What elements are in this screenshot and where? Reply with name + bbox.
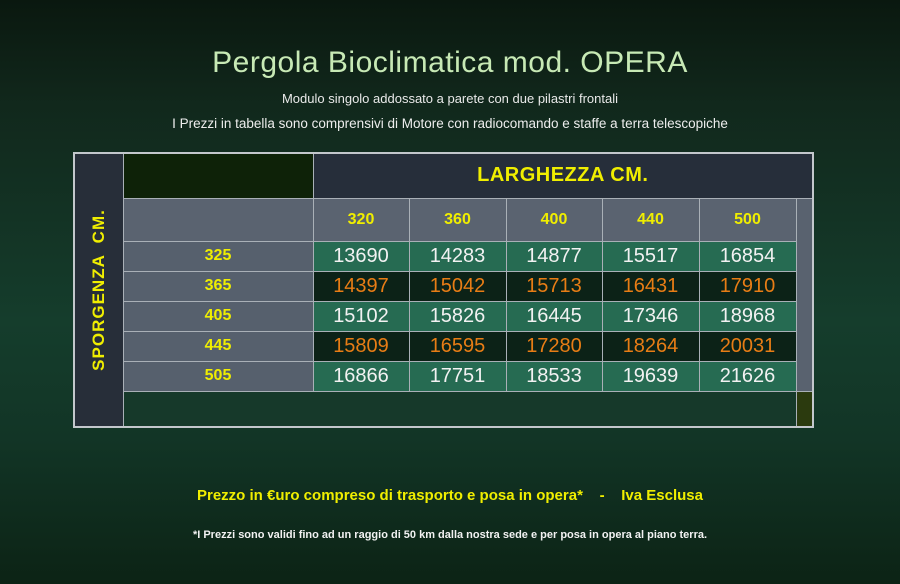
row-header-505: 505 [122, 360, 314, 392]
price-cell: 13690 [312, 240, 410, 272]
table-row: 445 15809 16595 17280 18264 20031 [74, 330, 813, 362]
narrow-spacer-column [795, 197, 814, 392]
price-cell: 18533 [505, 360, 603, 392]
price-cell: 16866 [312, 360, 410, 392]
row-header-405: 405 [122, 300, 314, 332]
table-row: 505 16866 17751 18533 19639 21626 [74, 360, 813, 392]
col-header-440: 440 [601, 197, 700, 242]
price-cell: 15102 [312, 300, 410, 332]
row-axis-cell: SPORGENZA CM. [73, 152, 124, 428]
table-row: 405 15102 15826 16445 17346 18968 [74, 300, 813, 332]
price-note: Prezzo in €uro compreso di trasporto e p… [197, 487, 703, 504]
row-header-325: 325 [122, 240, 314, 272]
price-cell: 15826 [408, 300, 507, 332]
price-cell: 14877 [505, 240, 603, 272]
corner-cell [122, 152, 314, 199]
price-cell: 15713 [505, 270, 603, 302]
price-cell: 17280 [505, 330, 603, 362]
row-header-445: 445 [122, 330, 314, 362]
price-table: SPORGENZA CM. LARGHEZZA CM. 320 360 400 … [73, 152, 815, 428]
col-axis-label: LARGHEZZA CM. [312, 152, 814, 199]
price-cell: 15042 [408, 270, 507, 302]
price-cell: 18264 [601, 330, 700, 362]
footnote: *I Prezzi sono validi fino ad un raggio … [192, 529, 708, 541]
col-header-360: 360 [408, 197, 507, 242]
empty-bottom-row [122, 390, 797, 428]
col-header-spacer [122, 197, 314, 242]
subtitle-module: Modulo singolo addossato a parete con du… [281, 91, 619, 106]
page-title: Pergola Bioclimatica mod. OPERA [212, 46, 688, 79]
col-header-400: 400 [505, 197, 603, 242]
table-row: 365 14397 15042 15713 16431 17910 [74, 270, 813, 302]
price-cell: 17910 [698, 270, 797, 302]
price-cell: 16445 [505, 300, 603, 332]
olive-corner-cell [795, 390, 814, 428]
col-header-500: 500 [698, 197, 797, 242]
col-header-320: 320 [312, 197, 410, 242]
table-row: 325 13690 14283 14877 15517 16854 [74, 240, 813, 272]
row-header-365: 365 [122, 270, 314, 302]
row-axis-label: SPORGENZA CM. [88, 209, 108, 371]
price-cell: 21626 [698, 360, 797, 392]
price-cell: 15809 [312, 330, 410, 362]
price-cell: 17751 [408, 360, 507, 392]
price-cell: 16431 [601, 270, 700, 302]
price-cell: 14397 [312, 270, 410, 302]
price-cell: 14283 [408, 240, 507, 272]
price-cell: 16854 [698, 240, 797, 272]
price-cell: 20031 [698, 330, 797, 362]
price-cell: 15517 [601, 240, 700, 272]
price-cell: 16595 [408, 330, 507, 362]
price-cell: 19639 [601, 360, 700, 392]
price-cell: 18968 [698, 300, 797, 332]
subtitle-included: I Prezzi in tabella sono comprensivi di … [172, 116, 728, 131]
price-cell: 17346 [601, 300, 700, 332]
